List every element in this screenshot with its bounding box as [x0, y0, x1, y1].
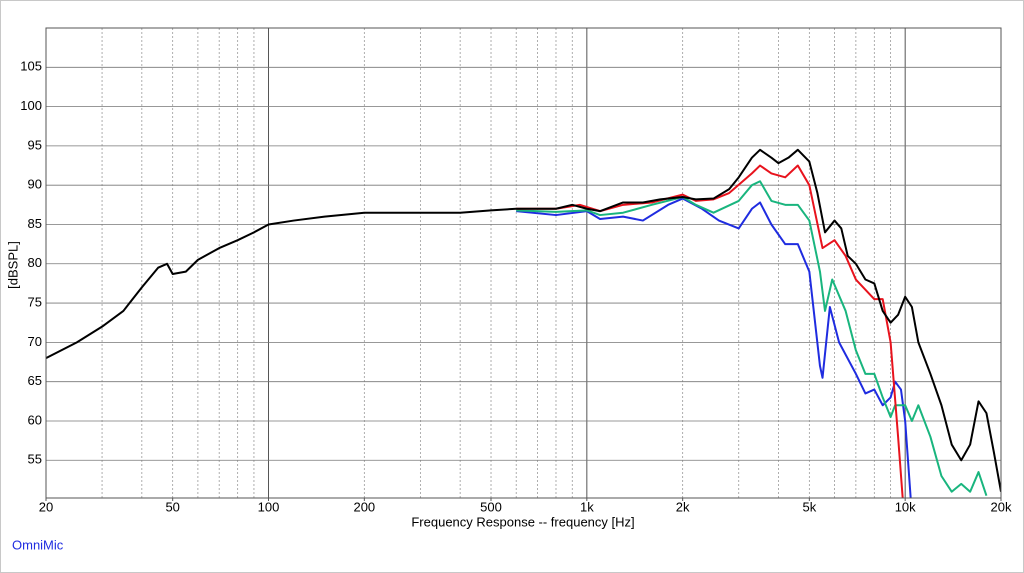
y-tick-label: 90	[28, 177, 42, 192]
y-tick-label: 100	[20, 98, 42, 113]
y-axis-label: [dBSPL]	[5, 241, 20, 289]
series-line	[516, 164, 904, 498]
y-tick-label: 55	[28, 452, 42, 467]
x-tick-label: 20k	[991, 499, 1012, 514]
y-tick-label: 105	[20, 59, 42, 74]
x-tick-label: 2k	[676, 499, 690, 514]
y-tick-label: 85	[28, 216, 42, 231]
y-tick-label: 70	[28, 334, 42, 349]
x-tick-label: 500	[480, 499, 502, 514]
x-tick-label: 100	[258, 499, 280, 514]
x-tick-label: 10k	[895, 499, 916, 514]
footer: OmniMic	[12, 537, 64, 552]
x-axis-label: Frequency Response -- frequency [Hz]	[411, 514, 634, 529]
y-tick-label: 60	[28, 412, 42, 427]
series-line	[46, 148, 1001, 492]
x-tick-label: 20	[39, 499, 53, 514]
x-tick-label: 5k	[802, 499, 816, 514]
series-line	[516, 197, 912, 498]
y-tick-label: 65	[28, 373, 42, 388]
x-tick-label: 50	[165, 499, 179, 514]
x-tick-label: 1k	[580, 499, 594, 514]
y-tick-label: 95	[28, 137, 42, 152]
plot-border	[45, 27, 1002, 499]
y-tick-label: 75	[28, 295, 42, 310]
plot-area	[46, 28, 1001, 498]
y-tick-label: 80	[28, 255, 42, 270]
x-tick-label: 200	[353, 499, 375, 514]
